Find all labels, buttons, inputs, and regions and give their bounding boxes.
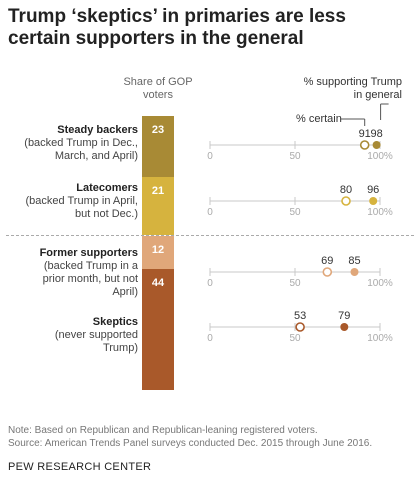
support-value-label: 79 [338,310,350,322]
share-value-label: 23 [151,124,165,136]
axis-tick-label: 100% [367,151,393,162]
group-description: (backed Trump in a prior month, but not … [42,260,138,298]
share-bar-segment: 12 [142,236,174,269]
support-dot [372,141,381,149]
group-description: (backed Trump in April, but not Dec.) [25,195,139,220]
chart-title: Trump ‘skeptics’ in primaries are less c… [8,6,346,49]
group-divider [6,235,414,236]
support-value-label: 85 [348,255,360,267]
share-column-header: Share of GOP voters [123,76,193,101]
axis-tick-label: 100% [367,207,393,218]
axis-tick-label: 0 [207,333,213,344]
axis-tick-label: 50 [289,151,301,162]
share-bar-segment: 23 [142,116,174,177]
dot-plot: 0 50 100% 91 98 0 50 100% 80 96 0 50 100% 69 85 0 50 100%… [207,103,393,344]
certain-value-label: 91 [359,128,371,140]
footnote-note: Note: Based on Republican and Republican… [8,425,318,436]
support-dot [340,323,349,331]
axis-tick-label: 50 [289,333,301,344]
share-bar-segment: 44 [142,269,174,390]
group-description: (backed Trump in Dec., March, and April) [24,137,138,162]
group-name: Skeptics [92,316,138,328]
support-column-header: % supporting Trump in general [303,76,402,101]
share-bar-segment: 21 [142,177,174,235]
certain-dot [322,267,333,277]
axis-tick-label: 50 [289,278,301,289]
share-value-label: 21 [151,185,165,197]
certain-dot [359,140,370,150]
axis-tick-label: 100% [367,333,393,344]
axis-tick-label: 50 [289,207,301,218]
group-label-steady: Steady backers (backed Trump in Dec., Ma… [20,124,138,163]
certain-dot [341,196,351,206]
certain-column-header: % certain [296,113,342,125]
group-description: (never supported Trump) [54,329,138,354]
support-value-label: 96 [367,184,379,196]
group-label-skeptics: Skeptics (never supported Trump) [20,316,138,355]
footnote-source: Source: American Trends Panel surveys co… [8,438,373,449]
axis-tick-label: 0 [207,278,213,289]
certain-value-label: 80 [340,184,352,196]
group-name: Steady backers [57,124,138,136]
share-value-label: 12 [151,244,165,256]
certain-value-label: 53 [294,310,306,322]
support-dot [369,197,378,205]
footnote: Note: Based on Republican and Republican… [8,424,412,450]
axis-tick-label: 0 [207,207,213,218]
support-dot [350,268,359,276]
org-name: PEW RESEARCH CENTER [8,461,152,473]
group-name: Latecomers [76,182,138,194]
support-value-label: 98 [370,128,382,140]
certain-value-label: 69 [321,255,333,267]
axis-tick-label: 0 [207,151,213,162]
group-label-latecomers: Latecomers (backed Trump in April, but n… [20,182,139,221]
certain-dot [295,322,305,332]
group-label-former: Former supporters (backed Trump in a pri… [20,247,138,299]
share-value-label: 44 [151,277,165,289]
axis-tick-label: 100% [367,278,393,289]
group-name: Former supporters [39,247,138,259]
